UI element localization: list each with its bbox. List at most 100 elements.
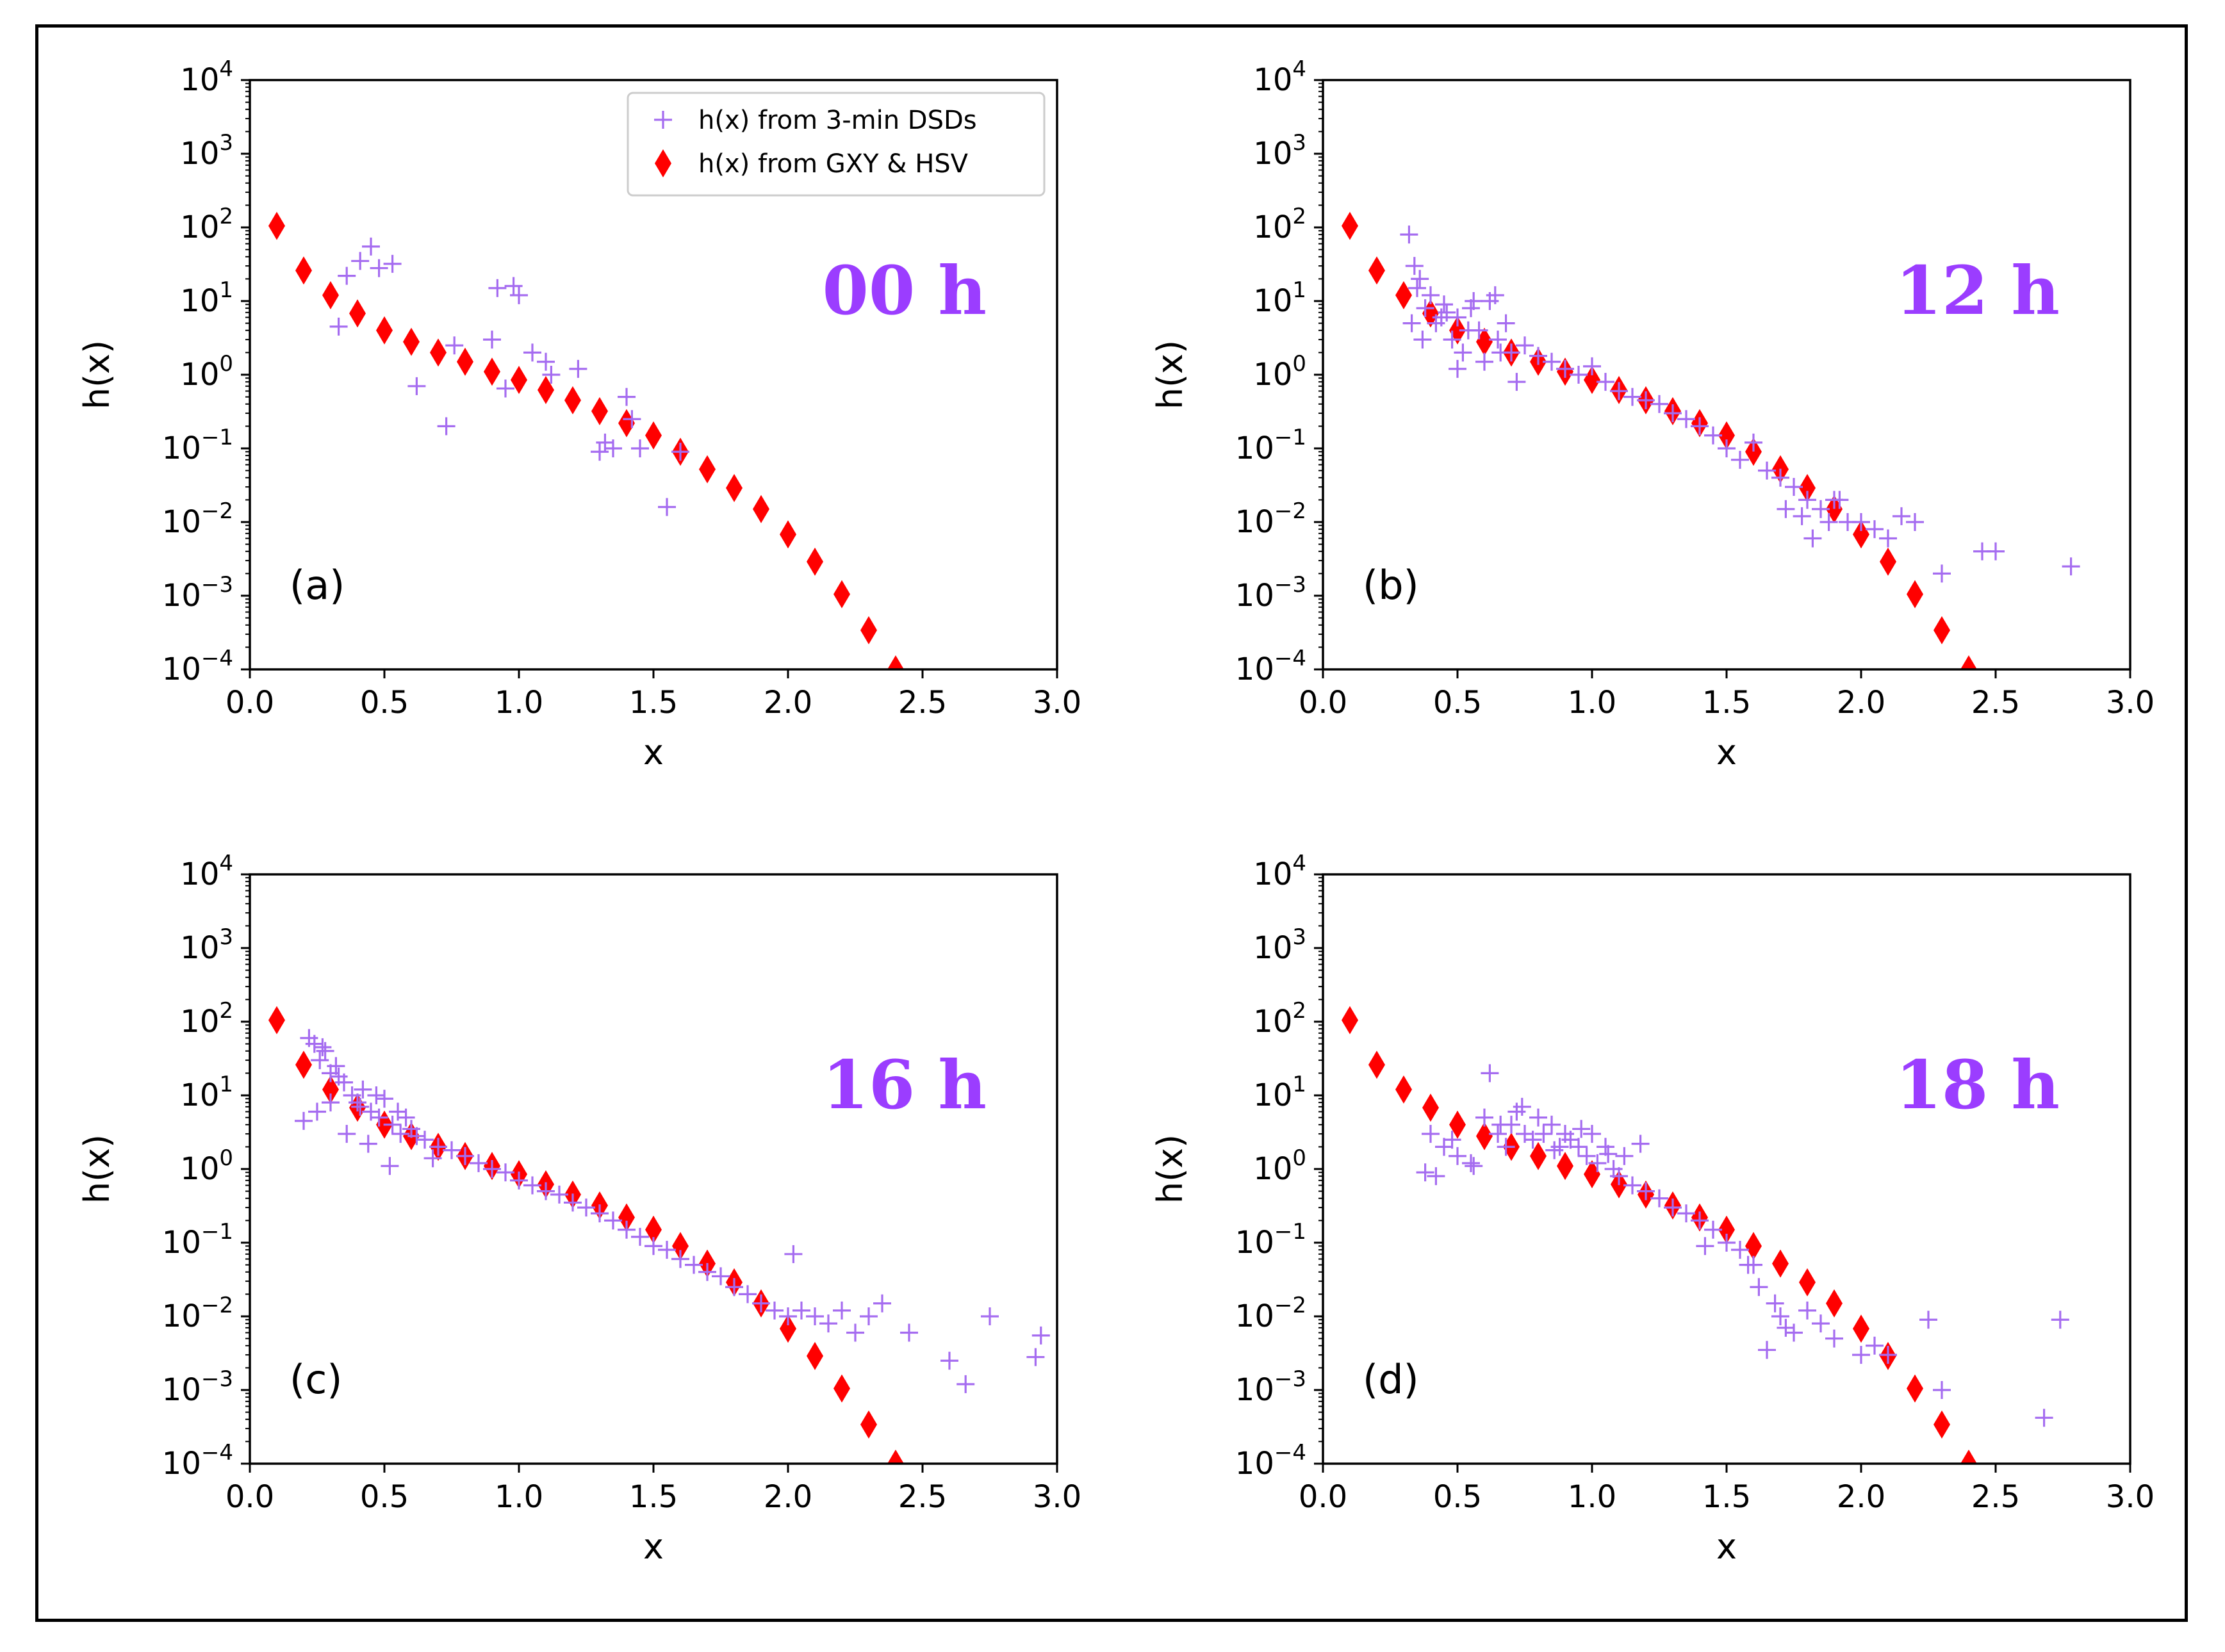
diamond-point	[538, 375, 554, 404]
plus-point	[671, 443, 689, 461]
y-tick-label: 103	[180, 130, 233, 172]
series-gxy-hsv	[268, 211, 904, 669]
diamond-point	[1584, 1160, 1600, 1189]
y-tick-label: 101	[180, 277, 233, 319]
diamond-point	[457, 347, 473, 376]
plus-point	[1449, 359, 1466, 378]
plus-point	[1852, 513, 1870, 531]
x-tick-label: 2.0	[764, 685, 812, 721]
diamond-point	[1422, 299, 1439, 328]
y-tick-label: 104	[180, 851, 233, 892]
plus-point	[1677, 410, 1695, 429]
diamond-point	[1799, 1268, 1816, 1296]
diamond-point	[268, 211, 285, 240]
plus-point	[833, 1301, 851, 1320]
plus-point	[1449, 1147, 1466, 1165]
x-tick-label: 0.0	[1299, 1479, 1347, 1515]
plus-point	[351, 1097, 370, 1116]
plus-point	[456, 1147, 474, 1165]
diamond-point	[295, 256, 312, 285]
y-tick-label: 10−1	[162, 425, 233, 466]
x-tick-label: 1.0	[1568, 1479, 1616, 1515]
x-tick-label: 0.5	[1433, 1479, 1482, 1515]
y-tick-label: 103	[1253, 924, 1306, 966]
plus-point	[698, 1263, 716, 1281]
plus-point	[618, 388, 636, 406]
plus-point	[1879, 1346, 1897, 1364]
plus-point	[752, 1294, 770, 1313]
plus-point	[510, 1171, 528, 1190]
plus-point	[537, 352, 555, 371]
diamond-point	[1449, 316, 1466, 345]
diamond-point	[1718, 1215, 1735, 1244]
panel-label: (b)	[1363, 562, 1419, 609]
legend-label-theory: h(x) from GXY & HSV	[698, 149, 969, 179]
plus-point	[1906, 513, 1924, 531]
series-3min-dsds	[295, 1029, 1050, 1393]
series-gxy-hsv	[1342, 211, 1977, 669]
plus-point	[497, 379, 514, 398]
plus-point	[488, 279, 507, 297]
y-tick-label: 10−4	[1235, 646, 1306, 687]
plus-point	[429, 1138, 447, 1156]
plus-point	[416, 1131, 434, 1149]
diamond-point	[1584, 366, 1600, 395]
plus-point	[1830, 491, 1849, 509]
plus-point	[1523, 1131, 1542, 1149]
plus-point	[423, 1149, 442, 1168]
diamond-point	[1934, 616, 1950, 644]
plus-point	[1026, 1348, 1045, 1366]
legend: h(x) from 3-min DSDs h(x) from GXY & HSV	[627, 92, 1046, 197]
plus-point	[1731, 450, 1749, 469]
plus-point	[658, 498, 676, 516]
diamond-point	[564, 386, 581, 414]
legend-diamond-marker	[655, 149, 671, 177]
plus-point	[1825, 1329, 1843, 1348]
plus-point	[1771, 1307, 1789, 1325]
plus-point	[671, 1250, 689, 1268]
panel-label: (a)	[290, 562, 345, 609]
diamond-point	[1880, 547, 1896, 576]
diamond-point	[645, 1215, 662, 1244]
x-axis-label: x	[643, 732, 664, 773]
diamond-point	[860, 616, 877, 644]
plus-point	[604, 1211, 622, 1230]
plus-point	[1486, 286, 1504, 304]
diamond-point	[1934, 1410, 1950, 1439]
plus-point	[1597, 1138, 1614, 1156]
diamond-point	[1557, 1152, 1573, 1181]
x-tick-label: 2.0	[764, 1479, 812, 1515]
plus-point	[1718, 439, 1736, 457]
plus-point	[313, 1038, 332, 1056]
y-tick-label: 10−4	[162, 646, 233, 687]
diamond-point	[403, 327, 420, 356]
panel-label: (d)	[1363, 1356, 1419, 1403]
plus-point	[1408, 279, 1426, 297]
plus-point	[792, 1301, 810, 1320]
x-axis-label: x	[643, 1526, 664, 1567]
diamond-point	[1907, 1374, 1923, 1403]
plus-point	[1785, 1323, 1803, 1342]
y-axis-label: h(x)	[77, 1134, 117, 1204]
diamond-point	[1853, 1314, 1869, 1343]
x-tick-label: 0.5	[360, 1479, 409, 1515]
diamond-point	[1342, 211, 1358, 240]
x-tick-label: 1.5	[1702, 1479, 1751, 1515]
x-tick-label: 0.0	[226, 685, 274, 721]
y-tick-label: 100	[1253, 1145, 1306, 1187]
plus-point	[2062, 557, 2080, 576]
plus-point	[483, 1160, 501, 1178]
y-tick-label: 101	[1253, 277, 1306, 319]
plus-point	[2035, 1409, 2053, 1427]
plus-point	[1543, 352, 1561, 371]
x-tick-label: 2.0	[1837, 685, 1885, 721]
y-tick-label: 100	[180, 351, 233, 393]
plus-point	[1933, 1381, 1951, 1399]
diamond-point	[295, 1051, 312, 1079]
plus-point	[504, 277, 523, 295]
x-tick-label: 1.0	[495, 685, 543, 721]
y-tick-label: 103	[180, 924, 233, 966]
plus-point	[327, 1057, 345, 1075]
plus-point	[351, 252, 370, 270]
plus-point	[1516, 336, 1534, 355]
